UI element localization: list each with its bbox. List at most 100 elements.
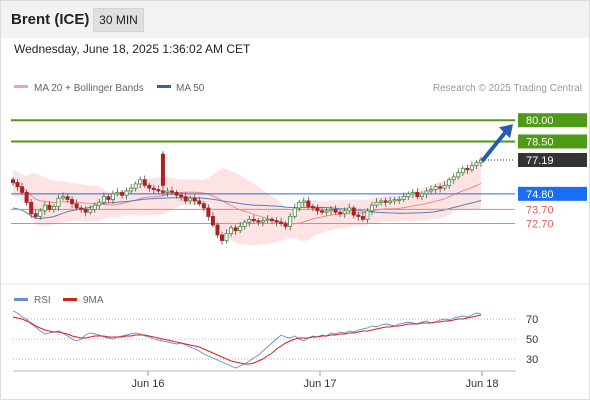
- candle-body: [456, 172, 461, 178]
- candle-body: [324, 210, 329, 213]
- datetime-label: Wednesday, June 18, 2025 1:36:02 AM CET: [14, 42, 251, 56]
- level-label-current: 77.19: [526, 155, 554, 167]
- candle-body: [379, 200, 384, 203]
- ma20-legend-label: MA 20 + Bollinger Bands: [34, 83, 144, 94]
- candle-body: [70, 199, 75, 205]
- candle-body: [401, 196, 406, 200]
- candle-body: [151, 187, 156, 190]
- candle-body: [92, 204, 97, 210]
- candle-body: [265, 218, 270, 222]
- ma50-legend-label: MA 50: [176, 83, 205, 94]
- candle-body: [142, 179, 147, 186]
- candle-body: [242, 221, 247, 227]
- candle-body: [192, 197, 197, 202]
- candle-body: [406, 193, 411, 198]
- candle-body: [319, 210, 324, 213]
- candle-body: [333, 208, 338, 213]
- candle-body: [256, 220, 261, 223]
- candle-body: [260, 220, 265, 223]
- candle-body: [60, 196, 65, 199]
- rsi-ma-line: [12, 314, 482, 365]
- level-label-resistance: 78.50: [526, 136, 554, 148]
- candle-body: [210, 216, 215, 226]
- candle-body: [115, 192, 120, 195]
- candle-body: [424, 190, 429, 195]
- candle-body: [138, 179, 143, 185]
- candle-body: [220, 234, 225, 241]
- candle-body: [356, 214, 361, 217]
- candle-body: [29, 201, 34, 215]
- candle-body: [297, 201, 302, 209]
- candle-body: [42, 204, 47, 212]
- ma20-legend-swatch: [14, 85, 28, 88]
- candle-body: [269, 218, 274, 222]
- candle-body: [174, 192, 179, 196]
- ma9-legend-swatch: [63, 298, 77, 301]
- candle-body: [160, 190, 165, 193]
- candle-body: [447, 179, 452, 186]
- candle-body: [442, 184, 447, 189]
- ma9-legend-label: 9MA: [83, 295, 104, 306]
- x-tick-label: Jun 18: [465, 378, 498, 390]
- candle-body: [233, 227, 238, 232]
- level-box-pivot: [518, 186, 587, 201]
- candle-body: [88, 208, 93, 213]
- candle-body: [465, 167, 470, 171]
- x-tick-label: Jun 16: [131, 378, 164, 390]
- candle-body: [156, 189, 161, 192]
- candle-body: [283, 223, 288, 227]
- candle-body: [65, 196, 70, 200]
- candle-body: [388, 200, 393, 203]
- candle-body: [110, 193, 115, 200]
- candle-body: [429, 189, 434, 192]
- timeframe-button[interactable]: 30 MIN: [93, 8, 144, 32]
- ma20-line: [12, 182, 482, 225]
- candle-body: [15, 182, 20, 188]
- candle-body: [274, 220, 279, 223]
- candle-body: [374, 201, 379, 206]
- candle-body: [101, 196, 106, 203]
- level-label-support: 73.70: [526, 204, 554, 216]
- candle-body: [51, 206, 56, 210]
- candle-body: [120, 192, 125, 196]
- candle-body: [147, 184, 152, 189]
- candle-body: [329, 208, 334, 212]
- candle-body: [469, 165, 474, 171]
- candle-body: [306, 200, 311, 207]
- candle-body: [56, 197, 61, 207]
- candle-body: [347, 207, 352, 212]
- candle-body: [369, 204, 374, 212]
- ma50-line: [12, 197, 482, 220]
- candle-body: [315, 207, 320, 212]
- candle-body: [383, 200, 388, 203]
- candle-body: [279, 221, 284, 224]
- candle-body: [397, 199, 402, 201]
- candle-body: [160, 153, 165, 186]
- candle-body: [206, 207, 211, 217]
- candle-body: [451, 176, 456, 181]
- candle-body: [360, 216, 365, 220]
- candle-body: [133, 183, 138, 189]
- candle-body: [433, 186, 438, 190]
- candle-body: [33, 213, 38, 217]
- candle-body: [215, 224, 220, 236]
- projection-arrow: [480, 128, 509, 163]
- candle-body: [415, 192, 420, 198]
- level-label-pivot: 74.80: [526, 189, 554, 201]
- level-label-resistance: 80.00: [526, 115, 554, 127]
- candle-body: [38, 210, 43, 217]
- candle-body: [247, 218, 252, 223]
- rsi-legend-label: RSI: [34, 295, 51, 306]
- candle-body: [83, 208, 88, 213]
- level-box-current: [518, 153, 587, 168]
- rsi-level-label: 50: [526, 334, 538, 346]
- candle-body: [474, 162, 479, 166]
- source-label: Research © 2025 Trading Central: [433, 83, 582, 94]
- candle-body: [47, 204, 52, 210]
- candle-body: [183, 196, 188, 202]
- rsi-legend-swatch: [14, 298, 28, 301]
- candle-body: [201, 203, 206, 209]
- candle-body: [342, 210, 347, 215]
- candle-body: [310, 206, 315, 209]
